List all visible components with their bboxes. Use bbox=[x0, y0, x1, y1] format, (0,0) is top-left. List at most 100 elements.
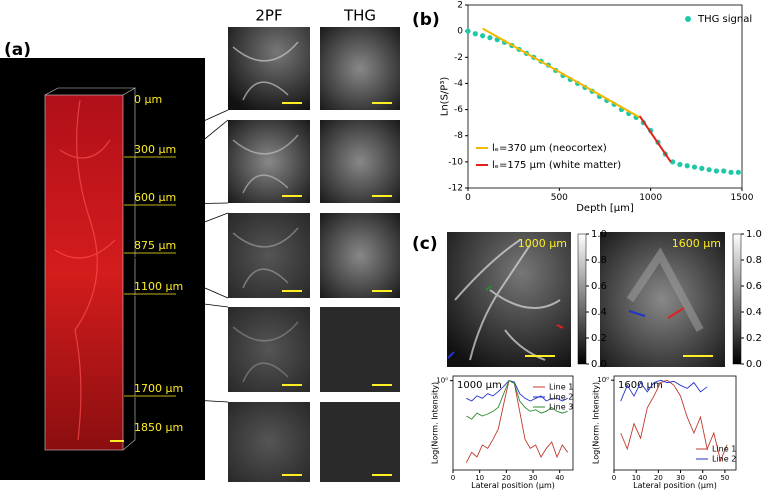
line-marker bbox=[667, 307, 685, 319]
depth-label: 0 μm bbox=[134, 93, 162, 106]
colorbar-tick-label: 0.0 bbox=[746, 359, 762, 370]
data-point bbox=[677, 161, 683, 168]
line-marker bbox=[628, 310, 646, 317]
data-point bbox=[735, 169, 741, 175]
line-marker bbox=[447, 351, 455, 359]
colorbar-tick-label: 0.6 bbox=[746, 281, 762, 292]
scale-bar bbox=[372, 102, 392, 104]
y-axis-label: Log(Norm. Intensity) bbox=[430, 382, 439, 464]
panel-label: (b) bbox=[412, 10, 440, 30]
microscopy-image bbox=[320, 120, 400, 203]
x-axis-label: Depth [μm] bbox=[576, 203, 634, 214]
data-point bbox=[472, 31, 478, 37]
plot-annotation: 1000 μm bbox=[457, 380, 502, 391]
scale-bar bbox=[372, 290, 392, 292]
x-tick-label: 30 bbox=[676, 474, 685, 482]
image bbox=[447, 232, 571, 367]
scale-bar bbox=[372, 474, 392, 476]
microscopy-image bbox=[320, 27, 400, 110]
line-marker bbox=[485, 285, 492, 291]
legend-label: lₑ=370 μm (neocortex) bbox=[492, 143, 607, 154]
y-tick-label: -8 bbox=[454, 131, 463, 141]
data-point bbox=[691, 164, 698, 170]
scale-bar bbox=[282, 290, 302, 292]
data-point bbox=[669, 159, 676, 165]
x-tick-label: 20 bbox=[654, 474, 663, 482]
legend-label: Line 1 bbox=[549, 383, 573, 392]
y-tick-label: 0 bbox=[457, 27, 463, 37]
colorbar-tick-label: 0.4 bbox=[746, 307, 762, 318]
x-tick-label: 30 bbox=[529, 474, 538, 482]
microscopy-image bbox=[320, 307, 400, 392]
x-tick-label: 40 bbox=[698, 474, 707, 482]
depth-label: 300 μm bbox=[134, 143, 176, 156]
data-point bbox=[480, 33, 486, 39]
data-point bbox=[487, 35, 493, 41]
colorbar-tick-label: 0.2 bbox=[746, 333, 762, 344]
vessel-column bbox=[44, 94, 124, 451]
colorbar-tick-label: 0.8 bbox=[746, 255, 762, 266]
line-marker bbox=[556, 324, 564, 329]
vessels bbox=[54, 99, 116, 441]
data-point bbox=[706, 167, 712, 173]
colorbar-tick-label: 1.0 bbox=[746, 229, 762, 240]
vessels bbox=[232, 134, 299, 194]
microscopy-image bbox=[320, 402, 400, 482]
legend-label: Line 2 bbox=[712, 455, 736, 464]
scale-bar bbox=[372, 195, 392, 197]
scale-bar bbox=[372, 384, 392, 386]
data-line bbox=[465, 379, 569, 463]
data-line bbox=[620, 379, 728, 463]
colorbar-tick-label: 0.2 bbox=[591, 333, 607, 344]
data-point bbox=[684, 163, 690, 169]
colorbar-tick-label: 0.0 bbox=[591, 359, 607, 370]
column-header: THG bbox=[343, 7, 376, 25]
depth-label: 600 μm bbox=[134, 191, 176, 204]
scale-bar bbox=[282, 384, 302, 386]
panel-label: (c) bbox=[412, 234, 438, 254]
x-tick-label: 0 bbox=[465, 193, 471, 203]
vessels bbox=[232, 41, 299, 101]
scale-bar bbox=[683, 355, 713, 357]
x-axis-label: Lateral position (μm) bbox=[633, 481, 717, 490]
x-tick-label: 1500 bbox=[731, 193, 754, 203]
x-tick-label: 20 bbox=[502, 474, 511, 482]
data-point bbox=[465, 28, 471, 34]
image-label: 1000 μm bbox=[518, 237, 567, 250]
legend-label: Line 3 bbox=[549, 403, 573, 412]
legend-label: Line 2 bbox=[549, 393, 573, 402]
plot-annotation: 1600 μm bbox=[618, 380, 663, 391]
y-tick-label: -12 bbox=[448, 184, 463, 194]
x-tick-label: 50 bbox=[720, 474, 729, 482]
legend-swatch bbox=[685, 16, 691, 22]
x-tick-label: 0 bbox=[612, 474, 616, 482]
scale-bar bbox=[110, 440, 124, 442]
data-point bbox=[728, 169, 734, 175]
plot-frame bbox=[452, 375, 574, 471]
x-tick-label: 10 bbox=[475, 474, 484, 482]
microscopy-image bbox=[228, 213, 310, 298]
y-tick-label: -10 bbox=[448, 157, 463, 167]
data-line bbox=[620, 379, 708, 402]
depth-label: 1850 μm bbox=[134, 421, 183, 434]
x-tick-label: 10 bbox=[632, 474, 641, 482]
y-tick-label: 10⁰ bbox=[597, 376, 609, 384]
data-line bbox=[466, 380, 568, 402]
data-point bbox=[721, 168, 727, 174]
colorbar-tick-label: 0.8 bbox=[591, 255, 607, 266]
depth-label: 1100 μm bbox=[134, 280, 183, 293]
legend-label: THG signal bbox=[697, 14, 752, 25]
y-tick-label: 10⁰ bbox=[436, 377, 448, 385]
microscopy-image bbox=[228, 120, 310, 203]
scale-bar bbox=[282, 102, 302, 104]
data-line bbox=[638, 115, 672, 163]
data-point bbox=[699, 165, 705, 171]
x-tick-label: 1000 bbox=[639, 193, 662, 203]
plot-frame bbox=[467, 4, 743, 189]
panel-label: (a) bbox=[4, 40, 31, 60]
x-tick-label: 500 bbox=[551, 193, 568, 203]
y-tick-label: 2 bbox=[457, 1, 463, 11]
colorbar-tick-label: 0.6 bbox=[591, 281, 607, 292]
image-label: 1600 μm bbox=[672, 237, 721, 250]
